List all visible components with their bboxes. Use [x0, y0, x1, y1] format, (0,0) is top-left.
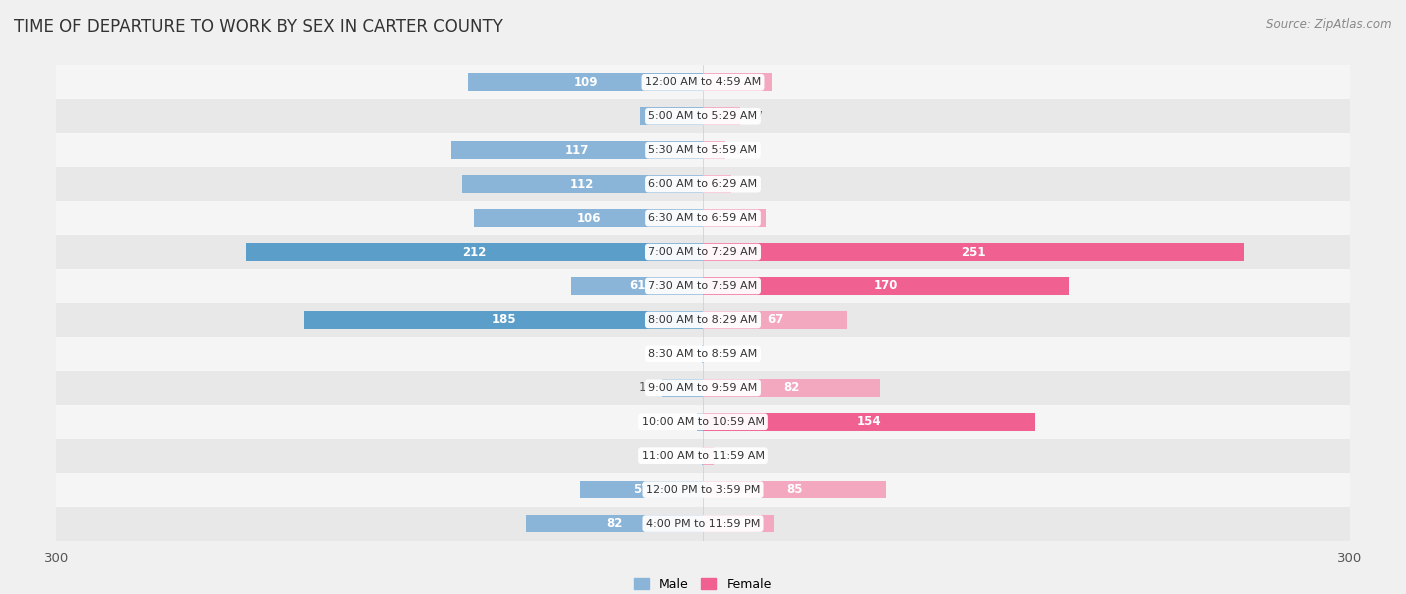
Text: 117: 117 [565, 144, 589, 157]
Bar [56, 235, 1350, 269]
Bar [703, 413, 1035, 431]
Text: 17: 17 [748, 110, 763, 123]
Text: 19: 19 [638, 381, 654, 394]
Legend: Male, Female: Male, Female [630, 573, 776, 594]
Bar [703, 108, 740, 125]
Bar [451, 141, 703, 159]
Bar [641, 108, 703, 125]
Bar [703, 209, 765, 227]
Text: 8:30 AM to 8:59 AM: 8:30 AM to 8:59 AM [648, 349, 758, 359]
Text: 6:00 AM to 6:29 AM: 6:00 AM to 6:29 AM [648, 179, 758, 189]
Bar [56, 201, 1350, 235]
Bar [56, 133, 1350, 167]
Bar [703, 74, 772, 91]
Text: 154: 154 [856, 415, 882, 428]
Bar [703, 379, 880, 397]
Text: 5:00 AM to 5:29 AM: 5:00 AM to 5:29 AM [648, 111, 758, 121]
Text: 7:00 AM to 7:29 AM: 7:00 AM to 7:29 AM [648, 247, 758, 257]
Text: 29: 29 [664, 110, 681, 123]
Text: Source: ZipAtlas.com: Source: ZipAtlas.com [1267, 18, 1392, 31]
Bar [56, 269, 1350, 303]
Text: 5:30 AM to 5:59 AM: 5:30 AM to 5:59 AM [648, 145, 758, 155]
Text: 4:00 PM to 11:59 PM: 4:00 PM to 11:59 PM [645, 519, 761, 529]
Text: 82: 82 [606, 517, 623, 530]
Bar [703, 481, 886, 498]
Bar [56, 371, 1350, 405]
Text: 12:00 PM to 3:59 PM: 12:00 PM to 3:59 PM [645, 485, 761, 495]
Text: 212: 212 [463, 245, 486, 258]
Bar [461, 175, 703, 193]
Text: 32: 32 [730, 76, 745, 89]
Text: 0: 0 [711, 347, 718, 361]
Bar [56, 473, 1350, 507]
Bar [56, 65, 1350, 99]
Bar [703, 515, 775, 532]
Text: 0: 0 [688, 347, 695, 361]
Bar [703, 311, 848, 328]
Text: 5: 5 [723, 449, 730, 462]
Text: 185: 185 [491, 314, 516, 327]
Text: 251: 251 [962, 245, 986, 258]
Text: 85: 85 [786, 483, 803, 496]
Text: 7:30 AM to 7:59 AM: 7:30 AM to 7:59 AM [648, 281, 758, 291]
Bar [662, 379, 703, 397]
Bar [474, 209, 703, 227]
Text: 57: 57 [633, 483, 650, 496]
Text: 112: 112 [569, 178, 595, 191]
Text: 0: 0 [688, 449, 695, 462]
Bar [246, 243, 703, 261]
Bar [56, 439, 1350, 473]
Text: 82: 82 [783, 381, 800, 394]
Bar [56, 167, 1350, 201]
Text: 8:00 AM to 8:29 AM: 8:00 AM to 8:29 AM [648, 315, 758, 325]
Text: 106: 106 [576, 211, 600, 225]
Text: 12:00 AM to 4:59 AM: 12:00 AM to 4:59 AM [645, 77, 761, 87]
Text: 6:30 AM to 6:59 AM: 6:30 AM to 6:59 AM [648, 213, 758, 223]
Text: 33: 33 [731, 517, 747, 530]
Bar [703, 243, 1244, 261]
Bar [56, 99, 1350, 133]
Text: TIME OF DEPARTURE TO WORK BY SEX IN CARTER COUNTY: TIME OF DEPARTURE TO WORK BY SEX IN CART… [14, 18, 503, 36]
Bar [581, 481, 703, 498]
Bar [703, 141, 724, 159]
Text: 3: 3 [681, 415, 688, 428]
Text: 10:00 AM to 10:59 AM: 10:00 AM to 10:59 AM [641, 417, 765, 426]
Bar [703, 175, 731, 193]
Text: 109: 109 [574, 76, 598, 89]
Bar [304, 311, 703, 328]
Text: 11:00 AM to 11:59 AM: 11:00 AM to 11:59 AM [641, 451, 765, 461]
Bar [56, 507, 1350, 541]
Bar [56, 337, 1350, 371]
Text: 29: 29 [725, 211, 742, 225]
Text: 67: 67 [768, 314, 783, 327]
Bar [468, 74, 703, 91]
Bar [696, 413, 703, 431]
Bar [571, 277, 703, 295]
Bar [526, 515, 703, 532]
Bar [56, 303, 1350, 337]
Text: 9:00 AM to 9:59 AM: 9:00 AM to 9:59 AM [648, 383, 758, 393]
Text: 61: 61 [628, 279, 645, 292]
Bar [703, 447, 714, 465]
Text: 13: 13 [740, 178, 755, 191]
Bar [56, 405, 1350, 439]
Text: 170: 170 [875, 279, 898, 292]
Bar [703, 277, 1070, 295]
Text: 10: 10 [733, 144, 748, 157]
